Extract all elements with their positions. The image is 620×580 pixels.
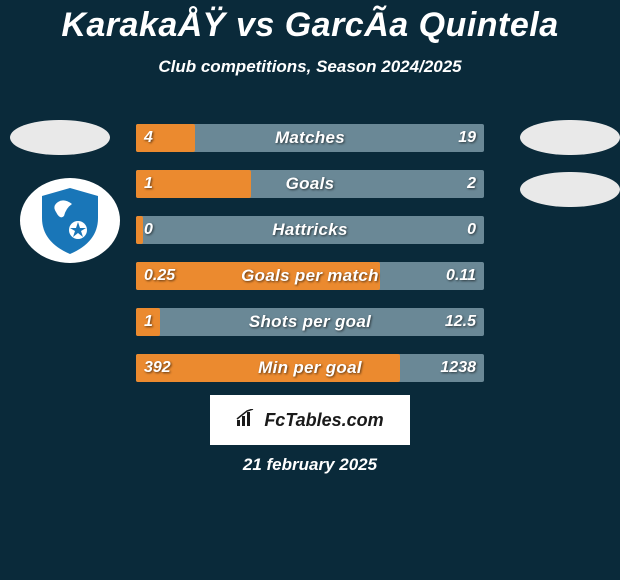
- player-avatar-right: [520, 120, 620, 155]
- stat-label: Min per goal: [136, 354, 484, 382]
- footer-badge: FcTables.com: [210, 395, 410, 445]
- stat-right-value: 2: [467, 170, 476, 198]
- stats-bars: 4Matches19 1Goals2 0Hattricks0 0.25Goals pe…: [136, 124, 484, 400]
- chart-icon: [236, 409, 258, 432]
- stat-label: Matches: [136, 124, 484, 152]
- footer-badge-text: FcTables.com: [264, 410, 383, 431]
- shield-icon: [38, 186, 102, 256]
- stat-bar: 0Hattricks0: [136, 216, 484, 244]
- stat-bar: 1Goals2: [136, 170, 484, 198]
- club-logo-left: [20, 178, 120, 263]
- player-avatar-left: [10, 120, 110, 155]
- stat-bar: 1Shots per goal12.5: [136, 308, 484, 336]
- stat-label: Goals per match: [136, 262, 484, 290]
- subtitle: Club competitions, Season 2024/2025: [0, 57, 620, 77]
- stat-bar: 0.25Goals per match0.11: [136, 262, 484, 290]
- stat-right-value: 0: [467, 216, 476, 244]
- content-root: KarakaÅŸ vs GarcÃ­a Quintela Club compet…: [0, 0, 620, 580]
- stat-bar: 392Min per goal1238: [136, 354, 484, 382]
- stat-right-value: 1238: [440, 354, 476, 382]
- stat-right-value: 0.11: [446, 262, 476, 290]
- stat-label: Shots per goal: [136, 308, 484, 336]
- club-badge-right: [520, 172, 620, 207]
- stat-label: Hattricks: [136, 216, 484, 244]
- stat-bar: 4Matches19: [136, 124, 484, 152]
- stat-right-value: 19: [458, 124, 476, 152]
- stat-label: Goals: [136, 170, 484, 198]
- date-text: 21 february 2025: [0, 455, 620, 475]
- page-title: KarakaÅŸ vs GarcÃ­a Quintela: [0, 0, 620, 45]
- stat-right-value: 12.5: [445, 308, 476, 336]
